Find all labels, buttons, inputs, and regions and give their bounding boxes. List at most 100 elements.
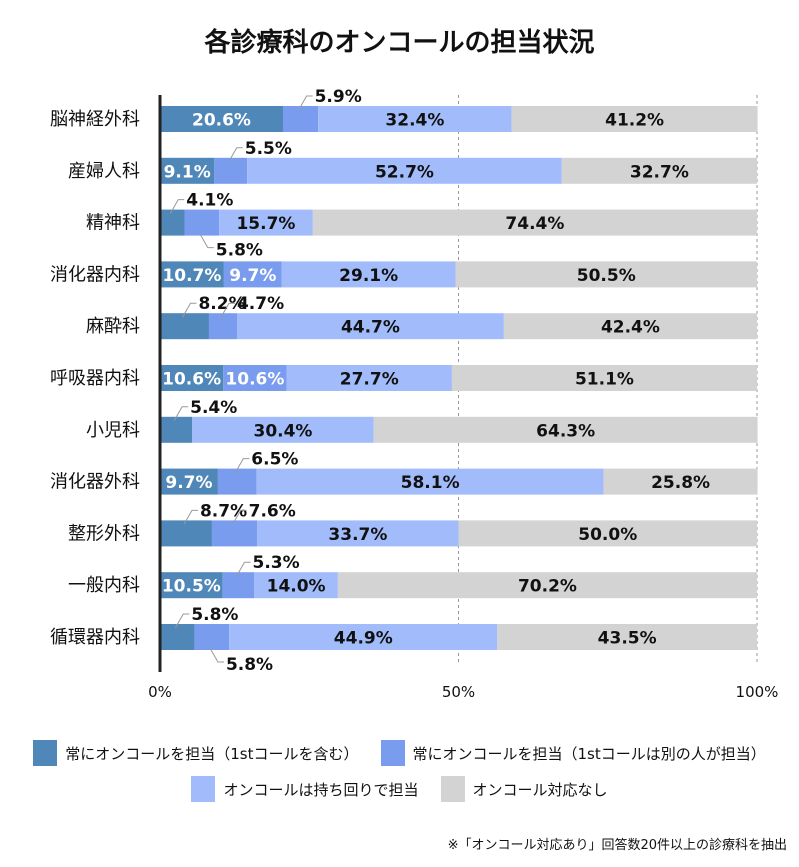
bar-segment [451, 365, 757, 391]
bar-segment [257, 520, 459, 547]
data-label: 5.8% [216, 241, 263, 261]
category-label: 麻酔科 [86, 316, 140, 337]
data-label: 5.3% [253, 553, 300, 573]
bar-segment [455, 261, 757, 288]
data-label: 33.7% [328, 525, 387, 545]
bar-segment [561, 157, 757, 184]
leader-line [209, 647, 224, 663]
bar-segment [194, 624, 230, 650]
leader-line [298, 95, 313, 111]
bar-segment [160, 209, 185, 236]
legend-swatch [380, 740, 405, 766]
legend-swatch [440, 776, 465, 802]
data-label: 4.1% [186, 191, 233, 211]
x-tick-label: 100% [736, 683, 779, 701]
bar-segment [208, 313, 238, 340]
data-label: 5.4% [190, 398, 237, 418]
data-label: 15.7% [236, 214, 295, 234]
bar-segment [497, 624, 757, 650]
category-label: 精神科 [86, 213, 140, 234]
data-label: 6.5% [251, 450, 298, 470]
data-label: 70.2% [518, 577, 577, 597]
data-label: 32.4% [385, 111, 444, 131]
data-label: 52.7% [375, 162, 434, 182]
data-label: 30.4% [253, 421, 312, 441]
chart-title: 各診療科のオンコールの担当状況 [204, 28, 595, 58]
data-label: 10.6% [162, 370, 221, 390]
category-label: 消化器内科 [50, 264, 140, 285]
data-label: 51.1% [575, 370, 634, 390]
bar-segment [160, 416, 193, 443]
x-tick-label: 0% [148, 683, 172, 701]
bar-segment [237, 313, 504, 340]
legend-item-1: 常にオンコールを担当（1stコールを含む） [33, 740, 359, 766]
leader-line [236, 561, 251, 577]
legend-row-1: 常にオンコールを担当（1stコールを含む） 常にオンコールを担当（1stコールは… [0, 740, 799, 766]
bar-segment [318, 106, 512, 132]
bar-segment [458, 520, 757, 547]
bar-segment [160, 106, 283, 132]
bar-segment [282, 106, 319, 132]
legend-label: オンコール対応なし [472, 780, 608, 799]
bar-segment [281, 261, 456, 288]
data-label: 50.5% [577, 266, 636, 286]
leader-line [232, 509, 247, 525]
bar-segment [222, 572, 255, 599]
bar-segment [219, 209, 313, 236]
bar-segment [223, 261, 282, 288]
bar-segment [223, 365, 287, 391]
bar-segment [160, 624, 195, 650]
bar-segment [160, 261, 224, 288]
data-label: 20.6% [192, 111, 251, 131]
bar-segment [286, 365, 452, 391]
data-label: 4.7% [237, 294, 284, 314]
data-label: 44.7% [341, 318, 400, 338]
bar-segment [511, 106, 758, 132]
data-label: 5.8% [226, 655, 273, 675]
category-label: 一般内科 [68, 575, 140, 596]
bar-segment [373, 416, 758, 443]
leader-line [169, 199, 185, 214]
data-label: 25.8% [651, 473, 710, 493]
legend-item-3: オンコールは持ち回りで担当 [191, 776, 419, 802]
legend-label: オンコールは持ち回りで担当 [223, 780, 419, 799]
legend-swatch [33, 740, 58, 766]
legend-swatch [191, 776, 216, 802]
category-label: 産婦人科 [68, 161, 140, 182]
leader-line [174, 613, 190, 629]
category-label: 循環器内科 [50, 627, 140, 648]
leader-line [182, 302, 197, 318]
category-label: 呼吸器内科 [50, 368, 140, 389]
data-label: 7.6% [249, 501, 296, 521]
bar-segment [192, 416, 374, 443]
data-label: 10.7% [162, 266, 221, 286]
bar-segment [160, 572, 223, 599]
data-label: 43.5% [598, 629, 657, 649]
data-label: 8.7% [200, 501, 247, 521]
category-label: 小児科 [86, 420, 140, 441]
leader-line [183, 509, 198, 525]
bar-segment [160, 365, 224, 391]
bar-segment [229, 624, 498, 650]
bar-segment [160, 313, 209, 340]
leader-line [228, 147, 243, 163]
bar-segment [256, 468, 604, 495]
data-label: 10.6% [225, 370, 284, 390]
legend-item-4: オンコール対応なし [440, 776, 608, 802]
bar-segment [160, 520, 212, 547]
data-label: 5.9% [315, 87, 362, 107]
bar-segment [337, 572, 757, 599]
data-label: 9.1% [164, 162, 211, 182]
bar-segment [214, 157, 248, 184]
legend-item-2: 常にオンコールを担当（1stコールは別の人が担当） [380, 740, 766, 766]
data-label: 44.9% [334, 629, 393, 649]
leader-line [220, 302, 235, 318]
bar-segment [603, 468, 758, 495]
bar-segment [160, 157, 215, 184]
data-label: 29.1% [339, 266, 398, 286]
leader-line [199, 233, 214, 249]
x-tick-label: 50% [442, 683, 475, 701]
data-label: 74.4% [505, 214, 564, 234]
category-label: 整形外科 [68, 523, 140, 544]
